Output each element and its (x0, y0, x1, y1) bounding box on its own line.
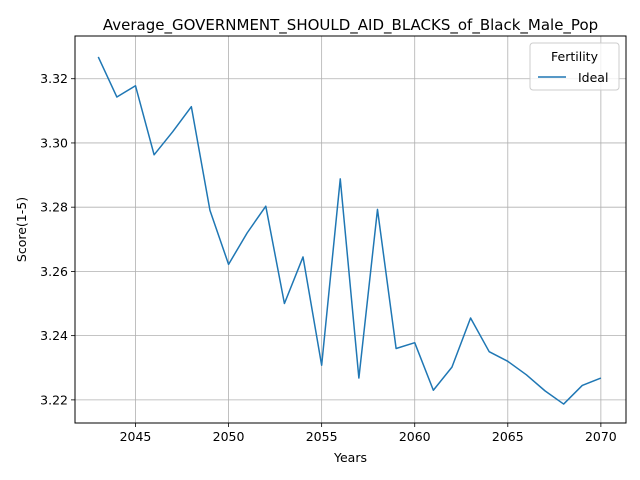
y-axis-label: Score(1-5) (14, 197, 29, 262)
plot-frame (74, 35, 627, 424)
x-axis-label: Years (333, 450, 367, 465)
x-tick-label: 2050 (213, 429, 245, 444)
y-tick-label: 3.22 (40, 392, 68, 407)
y-tick-label: 3.26 (40, 264, 68, 279)
x-tick-label: 2045 (120, 429, 152, 444)
series-layer (97, 56, 602, 405)
x-tick-label: 2070 (585, 429, 617, 444)
legend-title: Fertility (551, 49, 599, 64)
y-tick-label: 3.24 (40, 328, 68, 343)
x-tick-label: 2055 (306, 429, 338, 444)
y-tick-label: 3.28 (40, 200, 68, 215)
series-line-ideal (97, 56, 602, 405)
y-tick-label: 3.32 (40, 71, 68, 86)
legend: Fertility Ideal (529, 42, 620, 91)
y-tick-label: 3.30 (40, 135, 68, 150)
chart-title: Average_GOVERNMENT_SHOULD_AID_BLACKS_of_… (103, 16, 598, 35)
grid (75, 36, 626, 423)
x-tick-label: 2065 (492, 429, 524, 444)
x-tick-label: 2060 (399, 429, 431, 444)
legend-box (529, 42, 620, 91)
ticks: 2045 2050 2055 2060 2065 2070 3.22 3.24 3.26 3.28… (40, 71, 617, 444)
legend-label-ideal: Ideal (578, 70, 608, 85)
